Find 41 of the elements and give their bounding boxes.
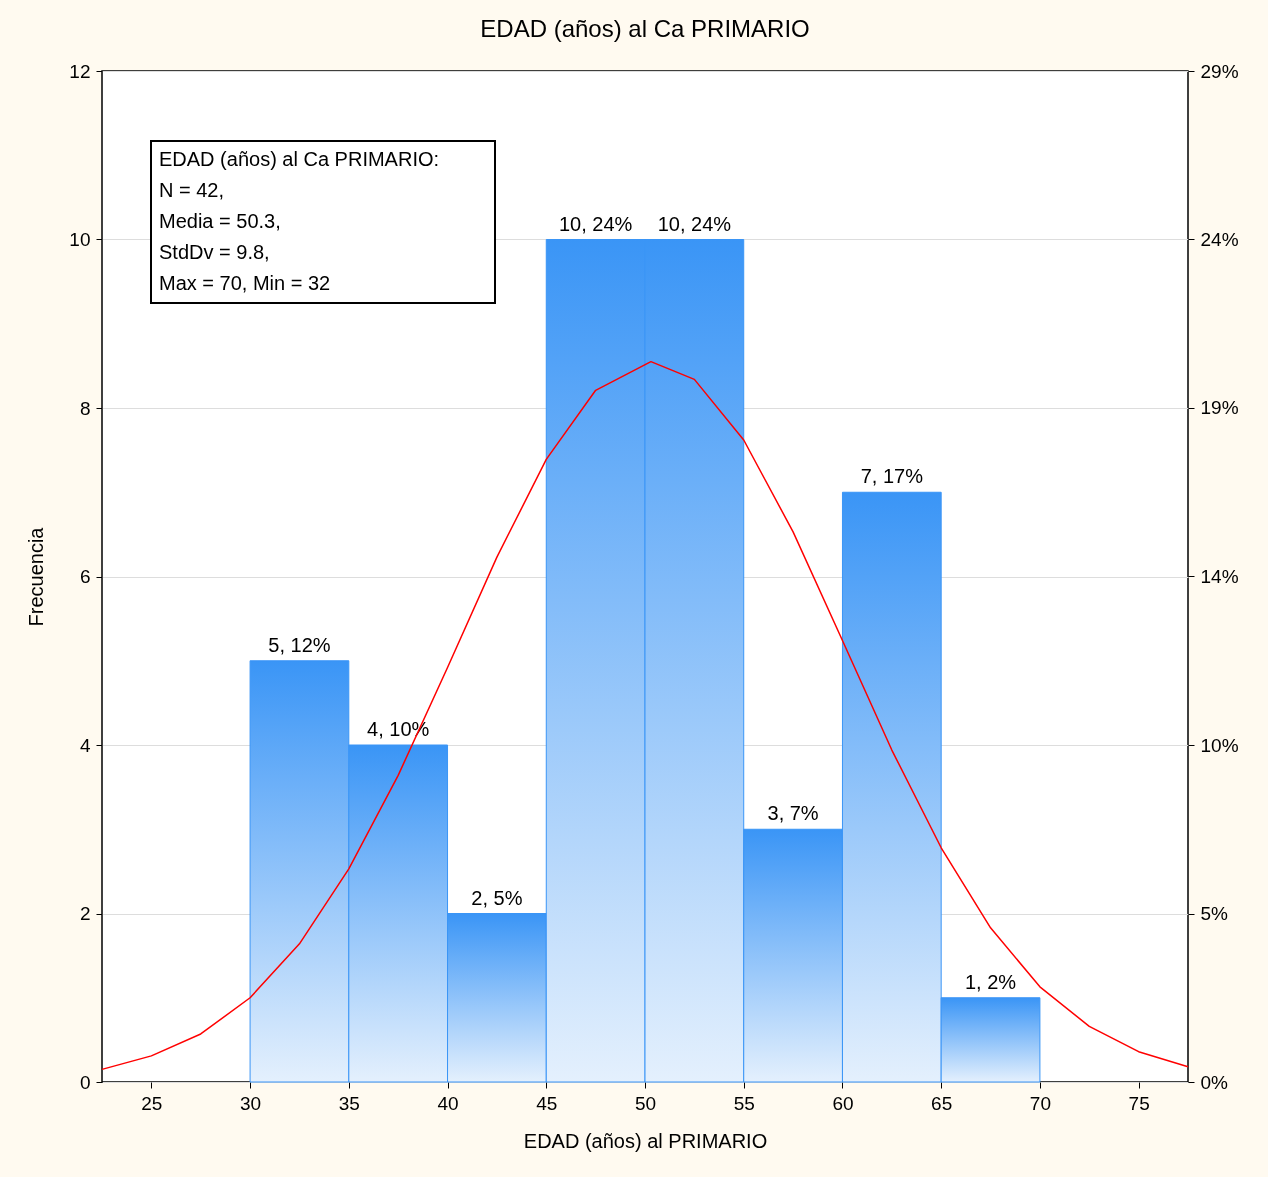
y-axis-title: Frecuencia bbox=[25, 526, 48, 627]
x-tick-label: 55 bbox=[733, 1092, 755, 1114]
x-tick-label: 65 bbox=[931, 1092, 953, 1114]
y-tick-label: 10 bbox=[69, 229, 91, 250]
x-tick-label: 30 bbox=[240, 1092, 262, 1114]
data-label: 10, 24% bbox=[657, 212, 732, 235]
y-tick-label: 2 bbox=[79, 903, 91, 924]
data-label: 5, 12% bbox=[268, 633, 331, 656]
data-label: 10, 24% bbox=[558, 212, 633, 235]
annotation: EDAD (años) al Ca PRIMARIO: bbox=[159, 147, 441, 172]
x-tick-label: 45 bbox=[536, 1092, 558, 1114]
y-tick-label: 0 bbox=[79, 1071, 91, 1093]
y2-tick-label: 5% bbox=[1200, 903, 1229, 925]
data-label: 3, 7% bbox=[767, 802, 819, 825]
line-series bbox=[101, 360, 1189, 1071]
x-axis-title: EDAD (años) al PRIMARIO bbox=[523, 1129, 768, 1152]
chart-title: EDAD (años) al Ca PRIMARIO bbox=[480, 15, 810, 42]
x-tick-label: 40 bbox=[437, 1092, 459, 1114]
y-tick-label: 8 bbox=[79, 397, 91, 419]
x-tick-label: 60 bbox=[832, 1092, 854, 1114]
y2-tick-label: 10% bbox=[1200, 734, 1239, 756]
y-tick-label: 4 bbox=[79, 734, 91, 756]
y2-tick-label: 19% bbox=[1200, 397, 1239, 419]
annotation: Media = 50.3, bbox=[159, 209, 282, 234]
y-tick-label: 12 bbox=[69, 60, 91, 82]
y2-tick-label: 29% bbox=[1200, 60, 1239, 82]
y-tick-label: 6 bbox=[79, 566, 91, 587]
x-tick-label: 25 bbox=[141, 1092, 163, 1114]
x-tick-label: 75 bbox=[1128, 1092, 1150, 1114]
y2-tick-label: 24% bbox=[1200, 228, 1239, 250]
x-tick-label: 50 bbox=[634, 1092, 657, 1114]
x-tick-label: 35 bbox=[338, 1092, 360, 1114]
data-label: 2, 5% bbox=[471, 886, 523, 909]
annotation: Max = 70, Min = 32 bbox=[159, 271, 332, 296]
x-tick-label: 70 bbox=[1029, 1092, 1051, 1114]
annotation: StdDv = 9.8, bbox=[159, 240, 271, 265]
y2-tick-label: 14% bbox=[1200, 565, 1239, 587]
annotation: N = 42, bbox=[159, 178, 226, 203]
data-label: 1, 2% bbox=[964, 970, 1017, 993]
y2-tick-label: 0% bbox=[1200, 1071, 1229, 1093]
data-label: 7, 17% bbox=[860, 465, 924, 488]
